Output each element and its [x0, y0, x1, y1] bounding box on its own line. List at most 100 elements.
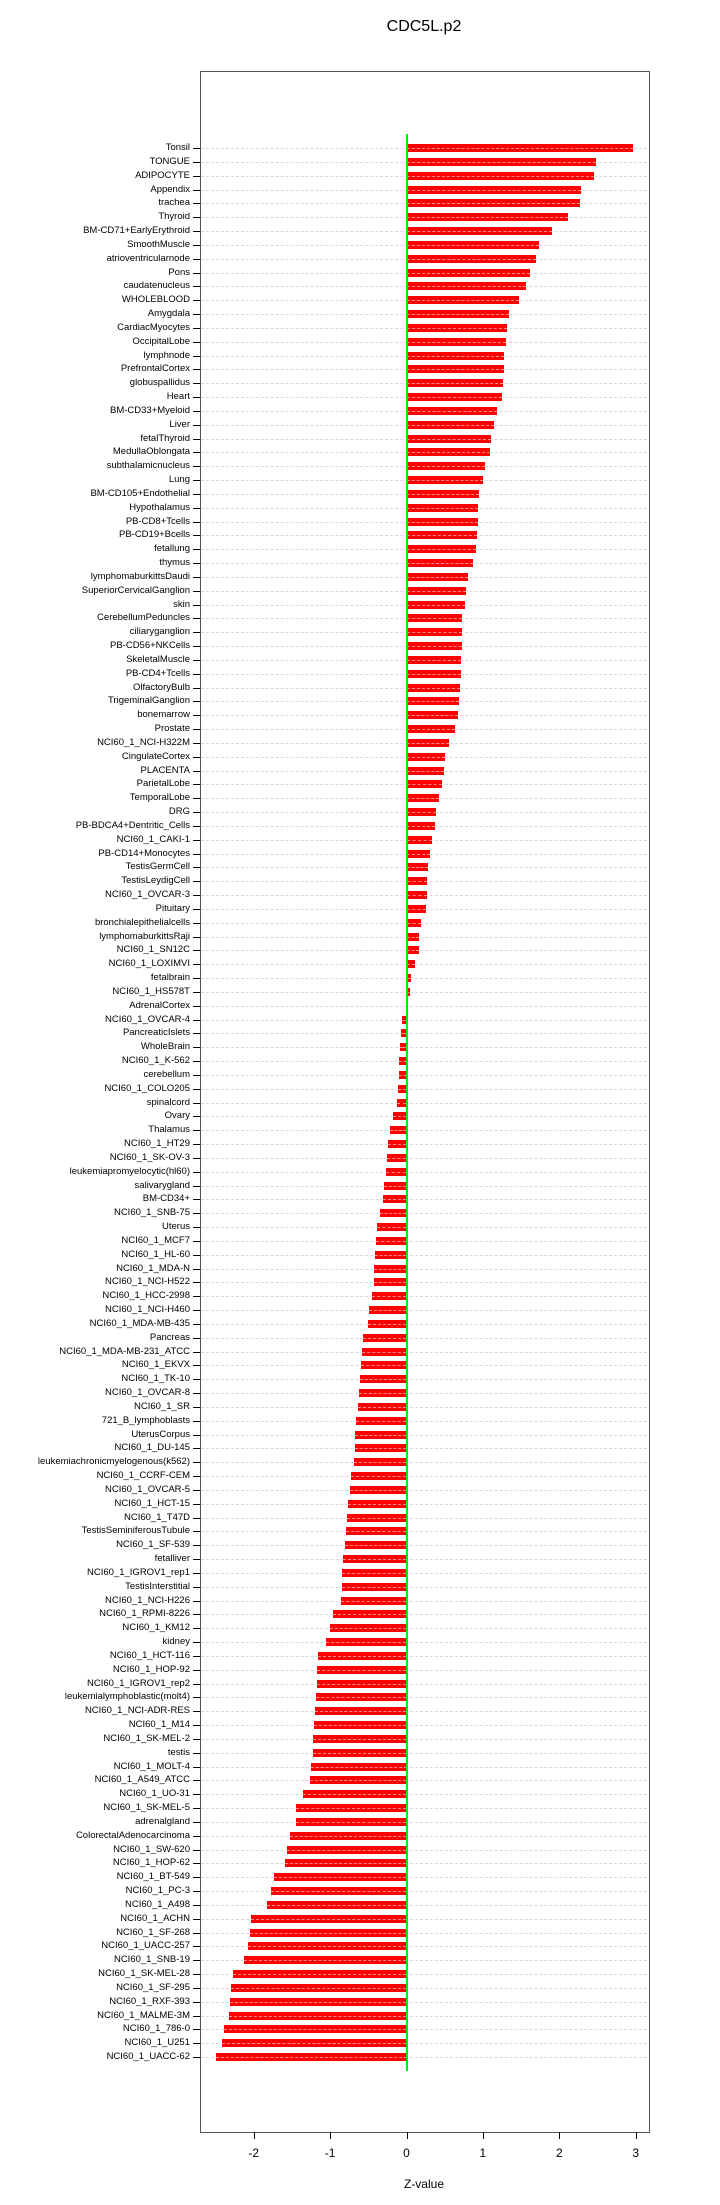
y-tick [193, 493, 200, 495]
bar-texture [406, 576, 468, 578]
y-tick [193, 1531, 200, 1533]
row-gridline [201, 1019, 647, 1021]
row-gridline [201, 1296, 647, 1298]
row-label: NCI60_1_SNB-19 [113, 1954, 190, 1966]
row-gridline [201, 1323, 647, 1325]
row-label: NCI60_1_LOXIMVI [108, 958, 190, 970]
y-tick [193, 825, 200, 827]
row-gridline [201, 1047, 647, 1049]
bar-texture [369, 1310, 407, 1312]
y-tick [193, 272, 200, 274]
row-label: NCI60_1_T47D [123, 1511, 190, 1523]
y-tick [193, 936, 200, 938]
row-label: CerebellumPeduncles [97, 612, 190, 624]
bar [406, 711, 458, 720]
y-tick [193, 881, 200, 883]
row-label: NCI60_1_EKVX [121, 1359, 190, 1371]
bar-texture [286, 1849, 407, 1851]
x-tick [559, 2132, 561, 2139]
bar [351, 1472, 407, 1481]
bar [386, 1153, 407, 1162]
bar-texture [406, 217, 568, 219]
bar-texture [362, 1337, 407, 1339]
bar [379, 1209, 407, 1218]
row-label: lymphnode [143, 349, 190, 361]
y-tick [193, 410, 200, 412]
y-tick [193, 1434, 200, 1436]
row-gridline [201, 1738, 647, 1740]
y-tick [193, 1849, 200, 1851]
bar-texture [406, 646, 462, 648]
bar [349, 1485, 407, 1494]
bar [314, 1707, 407, 1716]
bar [302, 1790, 407, 1799]
bar-texture [406, 950, 419, 952]
bar-texture [355, 1434, 407, 1436]
row-label: NCI60_1_SF-539 [116, 1539, 190, 1551]
y-tick [193, 1157, 200, 1159]
bar-texture [398, 1088, 407, 1090]
y-tick [193, 618, 200, 620]
row-gridline [201, 1144, 647, 1146]
row-label: Hypothalamus [129, 501, 190, 513]
bar [362, 1333, 407, 1342]
bar-texture [349, 1489, 407, 1491]
bar [406, 904, 427, 913]
bar [248, 1942, 407, 1951]
bar-texture [379, 1213, 407, 1215]
row-gridline [201, 1406, 647, 1408]
bar-texture [311, 1766, 407, 1768]
bar-texture [406, 687, 460, 689]
row-label: Liver [169, 418, 190, 430]
y-tick [193, 1406, 200, 1408]
bar [406, 655, 461, 664]
bar [359, 1375, 407, 1384]
bar [406, 420, 495, 429]
y-tick [193, 300, 200, 302]
row-label: NCI60_1_SK-MEL-2 [103, 1732, 190, 1744]
y-tick [193, 341, 200, 343]
bar [360, 1361, 407, 1370]
bar-texture [406, 991, 410, 993]
row-gridline [201, 1946, 647, 1948]
y-tick [193, 687, 200, 689]
bar [406, 240, 540, 249]
y-tick [193, 286, 200, 288]
bar-texture [406, 770, 444, 772]
bar [406, 780, 443, 789]
row-label: SuperiorCervicalGanglion [81, 584, 190, 596]
row-label: PB-BDCA4+Dentritic_Cells [75, 819, 190, 831]
bar [317, 1651, 407, 1660]
row-gridline [201, 1697, 647, 1699]
bar [333, 1610, 407, 1619]
bar [229, 2011, 407, 2020]
bar [354, 1444, 407, 1453]
row-gridline [201, 1572, 647, 1574]
row-label: NCI60_1_ACHN [120, 1912, 190, 1924]
bar [406, 448, 490, 457]
bar [406, 946, 419, 955]
bar-texture [392, 1116, 407, 1118]
bar [406, 406, 497, 415]
bar-texture [313, 1738, 407, 1740]
row-gridline [201, 936, 647, 938]
row-gridline [201, 1545, 647, 1547]
row-gridline [201, 1600, 647, 1602]
bar [385, 1167, 407, 1176]
row-label: BM-CD105+Endothelial [90, 487, 190, 499]
bar-texture [406, 203, 580, 205]
row-gridline [201, 1420, 647, 1422]
bar-texture [354, 1448, 407, 1450]
bar-texture [406, 175, 595, 177]
row-label: leukemiachronicmyelogenous(k562) [37, 1456, 190, 1468]
chart-title: CDC5L.p2 [386, 18, 462, 35]
row-gridline [201, 1227, 647, 1229]
y-tick [193, 715, 200, 717]
y-tick [193, 1019, 200, 1021]
y-tick [193, 1268, 200, 1270]
bar [406, 835, 433, 844]
y-tick [193, 1379, 200, 1381]
row-label: NCI60_1_MALME-3M [97, 2009, 190, 2021]
y-tick [193, 1171, 200, 1173]
bar [406, 310, 509, 318]
